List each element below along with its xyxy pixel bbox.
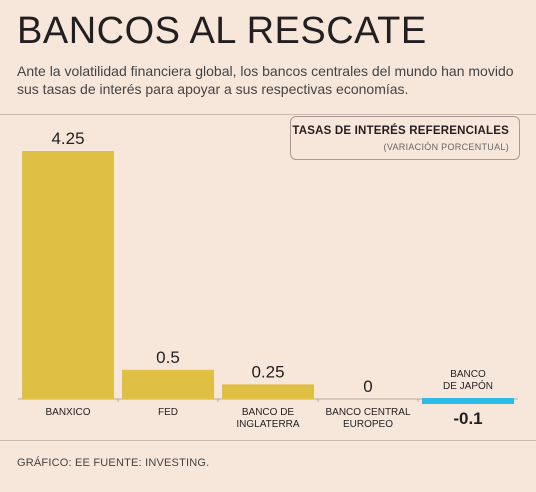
category-label-2-0: BANCO DE xyxy=(242,407,295,418)
value-label-0: 4.25 xyxy=(51,129,84,148)
category-label-2-1: INGLATERRA xyxy=(236,419,299,430)
bar-0 xyxy=(22,151,114,399)
bar-2 xyxy=(222,384,314,399)
category-label-4-0: BANCO xyxy=(450,369,486,380)
category-label-4-1: DE JAPÓN xyxy=(443,379,493,392)
chart-subtitle: Ante la volatilidad financiera global, l… xyxy=(17,63,514,97)
legend-box: TASAS DE INTERÉS REFERENCIALES (VARIACIÓ… xyxy=(290,116,520,160)
legend-subtitle: (VARIACIÓN PORCENTUAL) xyxy=(383,142,509,152)
source-note: GRÁFICO: EE FUENTE: INVESTING. xyxy=(17,457,210,469)
category-label-3-1: EUROPEO xyxy=(343,419,393,430)
bar-4 xyxy=(422,398,514,404)
value-label-2: 0.25 xyxy=(251,362,284,381)
value-label-4: -0.1 xyxy=(453,409,482,428)
value-label-1: 0.5 xyxy=(156,348,180,367)
header-divider xyxy=(0,114,536,115)
category-label-0-0: BANXICO xyxy=(45,407,90,418)
category-label-3-0: BANCO CENTRAL xyxy=(325,407,410,418)
footer-divider xyxy=(0,440,536,441)
category-label-1-0: FED xyxy=(158,407,178,418)
value-label-3: 0 xyxy=(363,377,372,396)
legend-title: TASAS DE INTERÉS REFERENCIALES xyxy=(292,125,509,137)
chart-title: BANCOS AL RESCATE xyxy=(17,10,427,52)
bar-1 xyxy=(122,369,214,399)
